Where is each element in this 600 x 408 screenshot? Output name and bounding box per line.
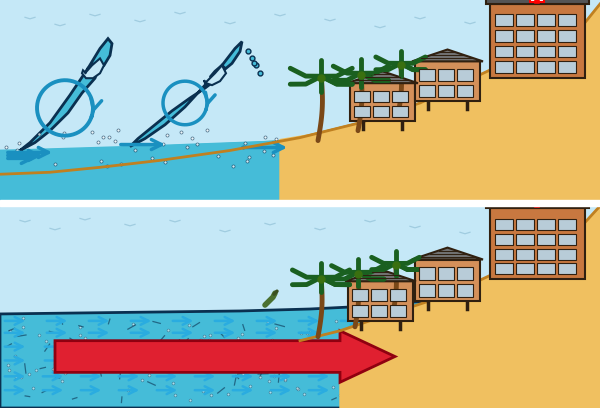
Polygon shape — [82, 58, 104, 78]
Bar — [516, 248, 534, 259]
Bar — [537, 264, 555, 274]
Bar — [558, 46, 576, 58]
Bar — [486, 194, 589, 208]
Bar — [354, 91, 370, 102]
Bar — [530, 0, 544, 2]
FancyArrow shape — [55, 331, 395, 382]
Bar — [438, 85, 454, 97]
Bar — [390, 289, 406, 301]
Polygon shape — [20, 39, 112, 151]
Polygon shape — [130, 42, 242, 146]
Bar — [558, 61, 576, 73]
Bar — [516, 30, 534, 42]
Bar — [495, 248, 513, 259]
Bar — [438, 267, 454, 280]
Bar — [495, 219, 513, 230]
Polygon shape — [0, 0, 600, 202]
Bar — [537, 248, 555, 259]
Polygon shape — [412, 248, 483, 259]
Bar — [537, 234, 555, 245]
Polygon shape — [0, 206, 600, 408]
Polygon shape — [0, 222, 600, 408]
Bar — [457, 69, 473, 81]
Bar — [348, 281, 413, 321]
Bar — [495, 46, 513, 58]
Bar — [350, 83, 415, 121]
Bar — [352, 305, 368, 317]
Bar — [419, 69, 435, 81]
Polygon shape — [347, 71, 418, 83]
Bar — [495, 264, 513, 274]
Bar — [530, 194, 544, 206]
Bar — [419, 284, 435, 297]
Bar — [371, 305, 387, 317]
Bar — [486, 0, 589, 4]
Bar — [558, 30, 576, 42]
Polygon shape — [280, 4, 600, 202]
Bar — [537, 219, 555, 230]
Bar — [438, 69, 454, 81]
Bar — [495, 14, 513, 26]
Bar — [419, 85, 435, 97]
Bar — [371, 289, 387, 301]
Bar — [490, 208, 585, 279]
Bar — [392, 106, 408, 117]
Bar — [537, 46, 555, 58]
Bar — [457, 267, 473, 280]
Bar — [490, 4, 585, 78]
Polygon shape — [204, 65, 226, 85]
Bar — [537, 61, 555, 73]
Bar — [558, 264, 576, 274]
Bar — [537, 14, 555, 26]
Bar — [415, 259, 480, 301]
Bar — [558, 234, 576, 245]
Bar — [438, 284, 454, 297]
Polygon shape — [340, 206, 600, 408]
Bar — [516, 219, 534, 230]
Bar — [558, 248, 576, 259]
Bar — [516, 46, 534, 58]
Polygon shape — [345, 269, 416, 281]
Bar — [495, 234, 513, 245]
Bar — [516, 234, 534, 245]
Bar — [558, 14, 576, 26]
Polygon shape — [0, 19, 600, 202]
Bar — [537, 30, 555, 42]
Bar — [390, 305, 406, 317]
Bar — [392, 91, 408, 102]
Bar — [419, 267, 435, 280]
Polygon shape — [412, 49, 483, 61]
Bar — [495, 61, 513, 73]
Bar — [415, 61, 480, 101]
Polygon shape — [0, 140, 320, 202]
Bar — [516, 61, 534, 73]
Bar — [516, 264, 534, 274]
Polygon shape — [0, 137, 320, 202]
Bar — [354, 106, 370, 117]
Bar — [373, 91, 389, 102]
Bar — [558, 219, 576, 230]
Bar — [457, 85, 473, 97]
Bar — [457, 284, 473, 297]
Polygon shape — [0, 301, 460, 408]
Bar — [516, 14, 534, 26]
Bar — [373, 106, 389, 117]
Bar — [495, 30, 513, 42]
Bar — [352, 289, 368, 301]
